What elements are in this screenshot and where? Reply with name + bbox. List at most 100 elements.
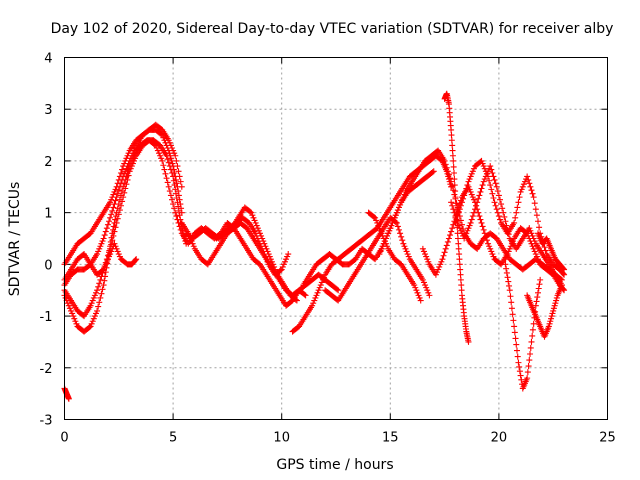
data-point bbox=[524, 230, 531, 237]
data-point bbox=[449, 152, 456, 159]
data-point bbox=[456, 261, 463, 268]
data-point bbox=[486, 243, 493, 250]
data-point bbox=[529, 190, 536, 197]
data-point bbox=[177, 178, 184, 185]
data-point bbox=[133, 256, 140, 263]
data-point bbox=[115, 211, 122, 218]
data-point bbox=[165, 183, 172, 190]
data-point bbox=[172, 176, 179, 183]
data-point bbox=[458, 282, 465, 289]
data-point bbox=[97, 294, 104, 301]
data-point bbox=[401, 191, 408, 198]
data-point bbox=[533, 212, 540, 219]
data-point bbox=[425, 289, 432, 296]
data-point bbox=[404, 251, 411, 258]
data-point bbox=[92, 310, 99, 317]
data-point bbox=[170, 166, 177, 173]
data-point bbox=[450, 163, 457, 170]
data-point bbox=[450, 206, 457, 213]
data-point bbox=[487, 245, 494, 252]
chart-title: Day 102 of 2020, Sidereal Day-to-day VTE… bbox=[51, 21, 614, 37]
data-point bbox=[376, 225, 383, 232]
data-point bbox=[528, 338, 535, 345]
data-point bbox=[403, 248, 410, 255]
data-point bbox=[531, 200, 538, 207]
data-point bbox=[416, 294, 423, 301]
data-point bbox=[104, 221, 111, 228]
data-point bbox=[155, 150, 162, 157]
data-point bbox=[498, 201, 505, 208]
data-point bbox=[536, 224, 543, 231]
data-point bbox=[117, 202, 124, 209]
data-point bbox=[488, 186, 495, 193]
data-point bbox=[452, 200, 459, 207]
data-point bbox=[260, 248, 267, 255]
data-point bbox=[508, 305, 515, 312]
data-point bbox=[456, 251, 463, 258]
y-tick-label: 1 bbox=[44, 207, 52, 222]
data-point bbox=[429, 169, 436, 176]
data-point bbox=[393, 209, 400, 216]
data-point bbox=[479, 160, 486, 167]
data-point bbox=[152, 142, 159, 149]
data-point bbox=[455, 222, 462, 229]
data-point bbox=[87, 323, 94, 330]
data-point bbox=[65, 395, 72, 402]
data-point bbox=[511, 323, 518, 330]
data-point bbox=[178, 209, 185, 216]
data-point bbox=[482, 168, 489, 175]
data-point bbox=[379, 232, 386, 239]
data-point bbox=[126, 168, 133, 175]
data-point bbox=[164, 156, 171, 163]
data-point bbox=[399, 237, 406, 244]
data-point bbox=[107, 199, 114, 206]
data-point bbox=[71, 315, 78, 322]
data-point bbox=[419, 276, 426, 283]
data-point bbox=[335, 287, 342, 294]
data-point bbox=[549, 310, 556, 317]
data-point bbox=[413, 287, 420, 294]
data-point bbox=[512, 335, 519, 342]
data-point bbox=[278, 266, 285, 273]
data-point bbox=[451, 218, 458, 225]
data-point bbox=[190, 243, 197, 250]
data-point bbox=[252, 219, 259, 226]
data-point bbox=[472, 199, 479, 206]
data-point bbox=[457, 271, 464, 278]
data-point bbox=[109, 207, 116, 214]
data-point bbox=[444, 168, 451, 175]
data-point bbox=[398, 233, 405, 240]
data-point bbox=[253, 232, 260, 239]
data-point bbox=[399, 196, 406, 203]
data-point bbox=[160, 134, 167, 141]
data-point bbox=[516, 368, 523, 375]
data-point bbox=[480, 226, 487, 233]
data-point bbox=[309, 302, 316, 309]
y-tick-label: 3 bbox=[44, 103, 52, 118]
data-point bbox=[448, 178, 455, 185]
data-point bbox=[390, 217, 397, 224]
data-point bbox=[174, 216, 181, 223]
data-point bbox=[132, 145, 139, 151]
data-point bbox=[86, 324, 93, 331]
data-point bbox=[475, 195, 482, 202]
data-point bbox=[172, 152, 179, 159]
data-point bbox=[66, 305, 73, 312]
data-point bbox=[371, 213, 378, 220]
data-point bbox=[536, 258, 543, 265]
data-point bbox=[454, 207, 461, 214]
data-point bbox=[103, 256, 110, 263]
data-point bbox=[164, 145, 171, 151]
data-point bbox=[107, 214, 114, 221]
data-point bbox=[541, 244, 548, 251]
data-point bbox=[518, 376, 525, 383]
data-point bbox=[250, 214, 257, 221]
data-point bbox=[385, 230, 392, 237]
data-point bbox=[458, 221, 465, 228]
data-point bbox=[389, 219, 396, 226]
data-point bbox=[189, 240, 196, 247]
data-point bbox=[123, 181, 130, 188]
data-point bbox=[466, 176, 473, 183]
data-point bbox=[478, 185, 485, 192]
data-point bbox=[113, 245, 120, 252]
